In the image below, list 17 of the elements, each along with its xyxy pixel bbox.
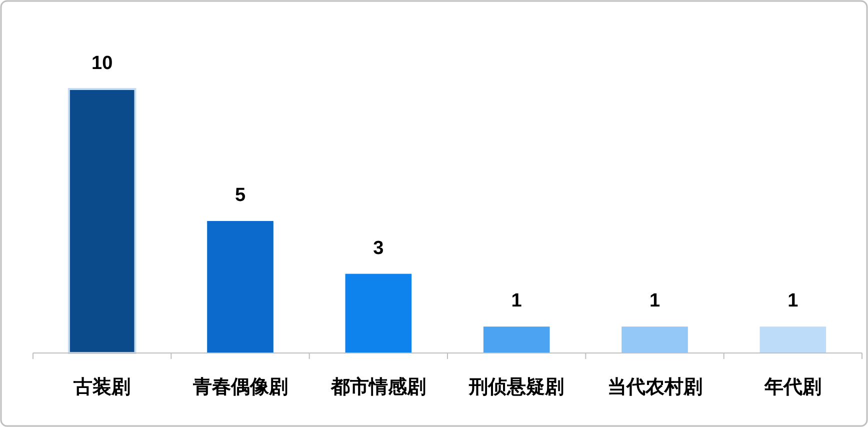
x-tick-label: 当代农村剧 [607, 376, 702, 398]
x-tick-label: 都市情感剧 [330, 376, 426, 398]
data-label: 10 [92, 53, 113, 74]
data-label: 5 [234, 185, 246, 206]
data-label: 1 [788, 290, 799, 312]
x-tick-label: 青春偶像剧 [192, 376, 288, 398]
bar [760, 326, 826, 353]
bar [483, 326, 550, 353]
bar [622, 326, 688, 353]
x-tick-label: 古装剧 [72, 376, 131, 398]
x-tick-label: 年代剧 [763, 376, 822, 398]
bar [207, 221, 274, 353]
bar [345, 274, 412, 353]
data-label: 1 [511, 290, 522, 312]
x-tick-label: 刑侦悬疑剧 [468, 376, 564, 398]
data-label: 1 [649, 290, 660, 312]
data-label: 3 [373, 238, 384, 259]
